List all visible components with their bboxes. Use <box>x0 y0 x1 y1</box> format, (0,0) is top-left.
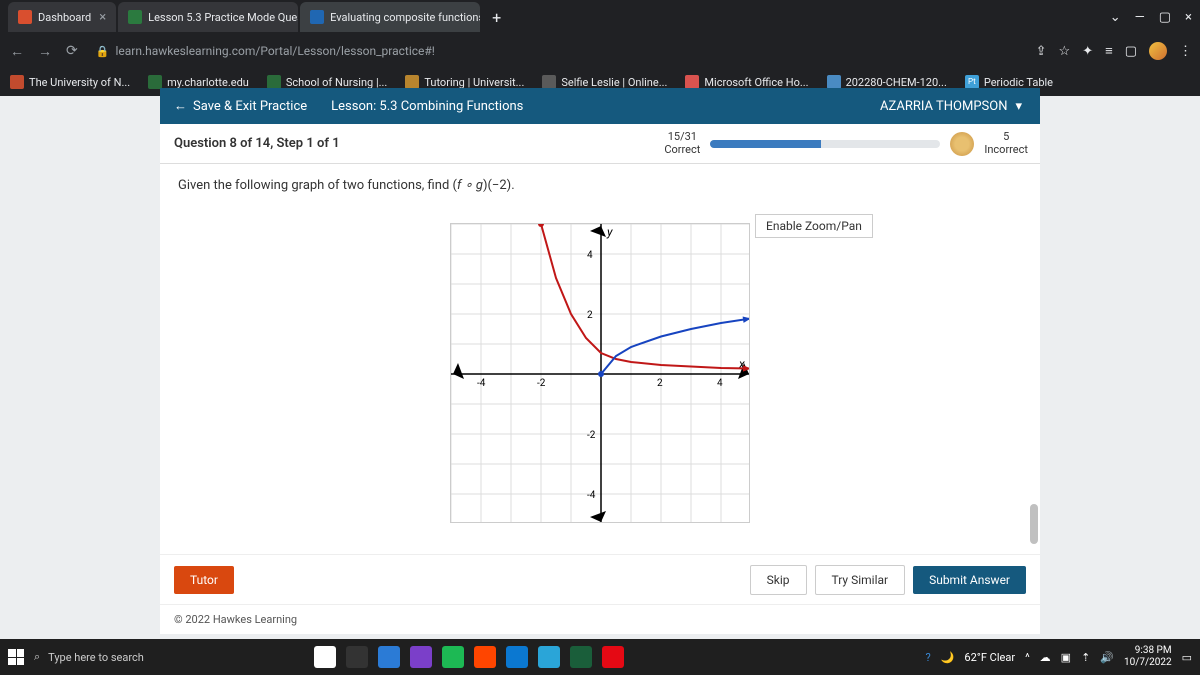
svg-text:-4: -4 <box>477 378 486 389</box>
svg-text:4: 4 <box>587 250 593 261</box>
favicon <box>18 10 32 24</box>
bookmark[interactable]: Selfie Leslie | Online... <box>542 75 667 89</box>
url-text: learn.hawkeslearning.com/Portal/Lesson/l… <box>115 44 434 58</box>
volume-icon[interactable]: 🔊 <box>1100 651 1114 664</box>
favicon <box>310 10 324 24</box>
incorrect-score: 5 Incorrect <box>984 131 1028 155</box>
search-icon: ⌕ <box>34 650 40 664</box>
question-prompt: Given the following graph of two functio… <box>178 178 1022 193</box>
onedrive-icon[interactable]: ☁ <box>1040 651 1051 664</box>
progress-bar <box>710 140 940 148</box>
panel-icon[interactable]: ▢ <box>1125 44 1137 59</box>
minimize-icon[interactable]: — <box>1135 10 1145 25</box>
user-menu[interactable]: AZARRIA THOMPSON ▾ <box>862 99 1040 114</box>
camera-icon[interactable]: ▣ <box>1061 651 1071 664</box>
enable-zoom-button[interactable]: Enable Zoom/Pan <box>755 214 873 238</box>
taskbar-app-icon[interactable] <box>314 646 336 668</box>
bookmark[interactable]: School of Nursing |... <box>267 75 387 89</box>
taskbar-app-icon[interactable] <box>346 646 368 668</box>
taskbar-app-icon[interactable] <box>410 646 432 668</box>
svg-text:4: 4 <box>717 378 723 389</box>
lock-icon: 🔒 <box>96 45 110 58</box>
reading-list-icon[interactable]: ≡ <box>1105 43 1113 59</box>
start-button[interactable] <box>8 649 24 665</box>
tab-label: Lesson 5.3 Practice Mode Questi <box>148 11 298 24</box>
help-icon[interactable]: ? <box>925 651 930 664</box>
page-content: ← Save & Exit Practice Lesson: 5.3 Combi… <box>0 96 1200 639</box>
tab-label: Dashboard <box>38 11 91 24</box>
bookmark[interactable]: Microsoft Office Ho... <box>685 75 808 89</box>
notification-icon[interactable]: ▭ <box>1182 651 1192 664</box>
taskbar-app-icon[interactable] <box>538 646 560 668</box>
weather-text: 62°F Clear <box>964 651 1015 664</box>
function-graph: -4-4-2-22244xygf <box>450 223 750 523</box>
close-icon[interactable]: × <box>99 10 106 25</box>
svg-text:2: 2 <box>587 310 593 321</box>
question-bar: Question 8 of 14, Step 1 of 1 15/31 Corr… <box>160 124 1040 164</box>
browser-tabbar: Dashboard × Lesson 5.3 Practice Mode Que… <box>0 0 1200 34</box>
forward-icon[interactable]: → <box>36 43 54 60</box>
wifi-icon[interactable]: ⇡ <box>1081 651 1090 664</box>
bookmark[interactable]: PtPeriodic Table <box>965 75 1053 89</box>
bookmark[interactable]: my.charlotte.edu <box>148 75 249 89</box>
bookmark[interactable]: The University of N... <box>10 75 130 89</box>
taskbar-app-icon[interactable] <box>570 646 592 668</box>
svg-text:-2: -2 <box>587 430 596 441</box>
scrollbar-thumb[interactable] <box>1030 504 1038 544</box>
taskbar-app-icon[interactable] <box>378 646 400 668</box>
correct-score: 15/31 Correct <box>664 131 700 155</box>
submit-answer-button[interactable]: Submit Answer <box>913 566 1026 594</box>
profile-icon[interactable] <box>1149 42 1167 60</box>
weather-icon: 🌙 <box>941 651 955 664</box>
new-tab-button[interactable]: + <box>482 8 511 27</box>
svg-text:2: 2 <box>657 378 663 389</box>
bookmark[interactable]: 202280-CHEM-120... <box>827 75 947 89</box>
chevron-up-icon[interactable]: ^ <box>1025 651 1030 664</box>
star-icon[interactable]: ☆ <box>1059 44 1071 59</box>
browser-tab[interactable]: Evaluating composite functions: × <box>300 2 480 32</box>
back-icon[interactable]: ← <box>8 43 26 60</box>
save-exit-button[interactable]: ← Save & Exit Practice <box>160 98 321 114</box>
close-window-icon[interactable]: × <box>1185 10 1192 25</box>
taskbar-clock[interactable]: 9:38 PM 10/7/2022 <box>1124 645 1172 669</box>
chevron-down-icon: ▾ <box>1015 99 1022 114</box>
browser-toolbar: ← → ⟳ 🔒 learn.hawkeslearning.com/Portal/… <box>0 34 1200 68</box>
bookmark[interactable]: Tutoring | Universit... <box>405 75 524 89</box>
svg-text:y: y <box>606 225 613 239</box>
action-row: Tutor Skip Try Similar Submit Answer <box>160 554 1040 604</box>
tab-label: Evaluating composite functions: <box>330 11 480 24</box>
favicon <box>128 10 142 24</box>
question-body: Given the following graph of two functio… <box>160 164 1040 554</box>
extension-icon[interactable]: ✦ <box>1082 44 1093 59</box>
chevron-down-icon[interactable]: ⌄ <box>1110 10 1121 25</box>
copyright: © 2022 Hawkes Learning <box>160 604 1040 634</box>
browser-tab[interactable]: Dashboard × <box>8 2 116 32</box>
lesson-title: Lesson: 5.3 Combining Functions <box>321 99 533 114</box>
skip-button[interactable]: Skip <box>750 565 807 595</box>
maximize-icon[interactable]: ▢ <box>1159 10 1171 25</box>
owl-icon <box>950 132 974 156</box>
svg-text:-4: -4 <box>587 490 596 501</box>
taskbar-app-icon[interactable] <box>442 646 464 668</box>
taskbar-app-icon[interactable] <box>506 646 528 668</box>
taskbar-app-icon[interactable] <box>602 646 624 668</box>
browser-tab[interactable]: Lesson 5.3 Practice Mode Questi × <box>118 2 298 32</box>
reload-icon[interactable]: ⟳ <box>64 43 80 59</box>
menu-icon[interactable]: ⋮ <box>1179 44 1192 59</box>
address-bar[interactable]: 🔒 learn.hawkeslearning.com/Portal/Lesson… <box>90 44 1026 58</box>
taskbar-apps <box>314 646 624 668</box>
taskbar-app-icon[interactable] <box>474 646 496 668</box>
svg-text:-2: -2 <box>537 378 546 389</box>
taskbar-search[interactable]: ⌕ Type here to search <box>34 650 294 664</box>
try-similar-button[interactable]: Try Similar <box>815 565 906 595</box>
tutor-button[interactable]: Tutor <box>174 566 234 594</box>
windows-taskbar: ⌕ Type here to search ? 🌙 62°F Clear ^ ☁… <box>0 639 1200 675</box>
lesson-header: ← Save & Exit Practice Lesson: 5.3 Combi… <box>160 88 1040 124</box>
question-label: Question 8 of 14, Step 1 of 1 <box>160 136 354 151</box>
back-arrow-icon: ← <box>174 98 187 114</box>
share-icon[interactable]: ⇪ <box>1036 44 1047 59</box>
